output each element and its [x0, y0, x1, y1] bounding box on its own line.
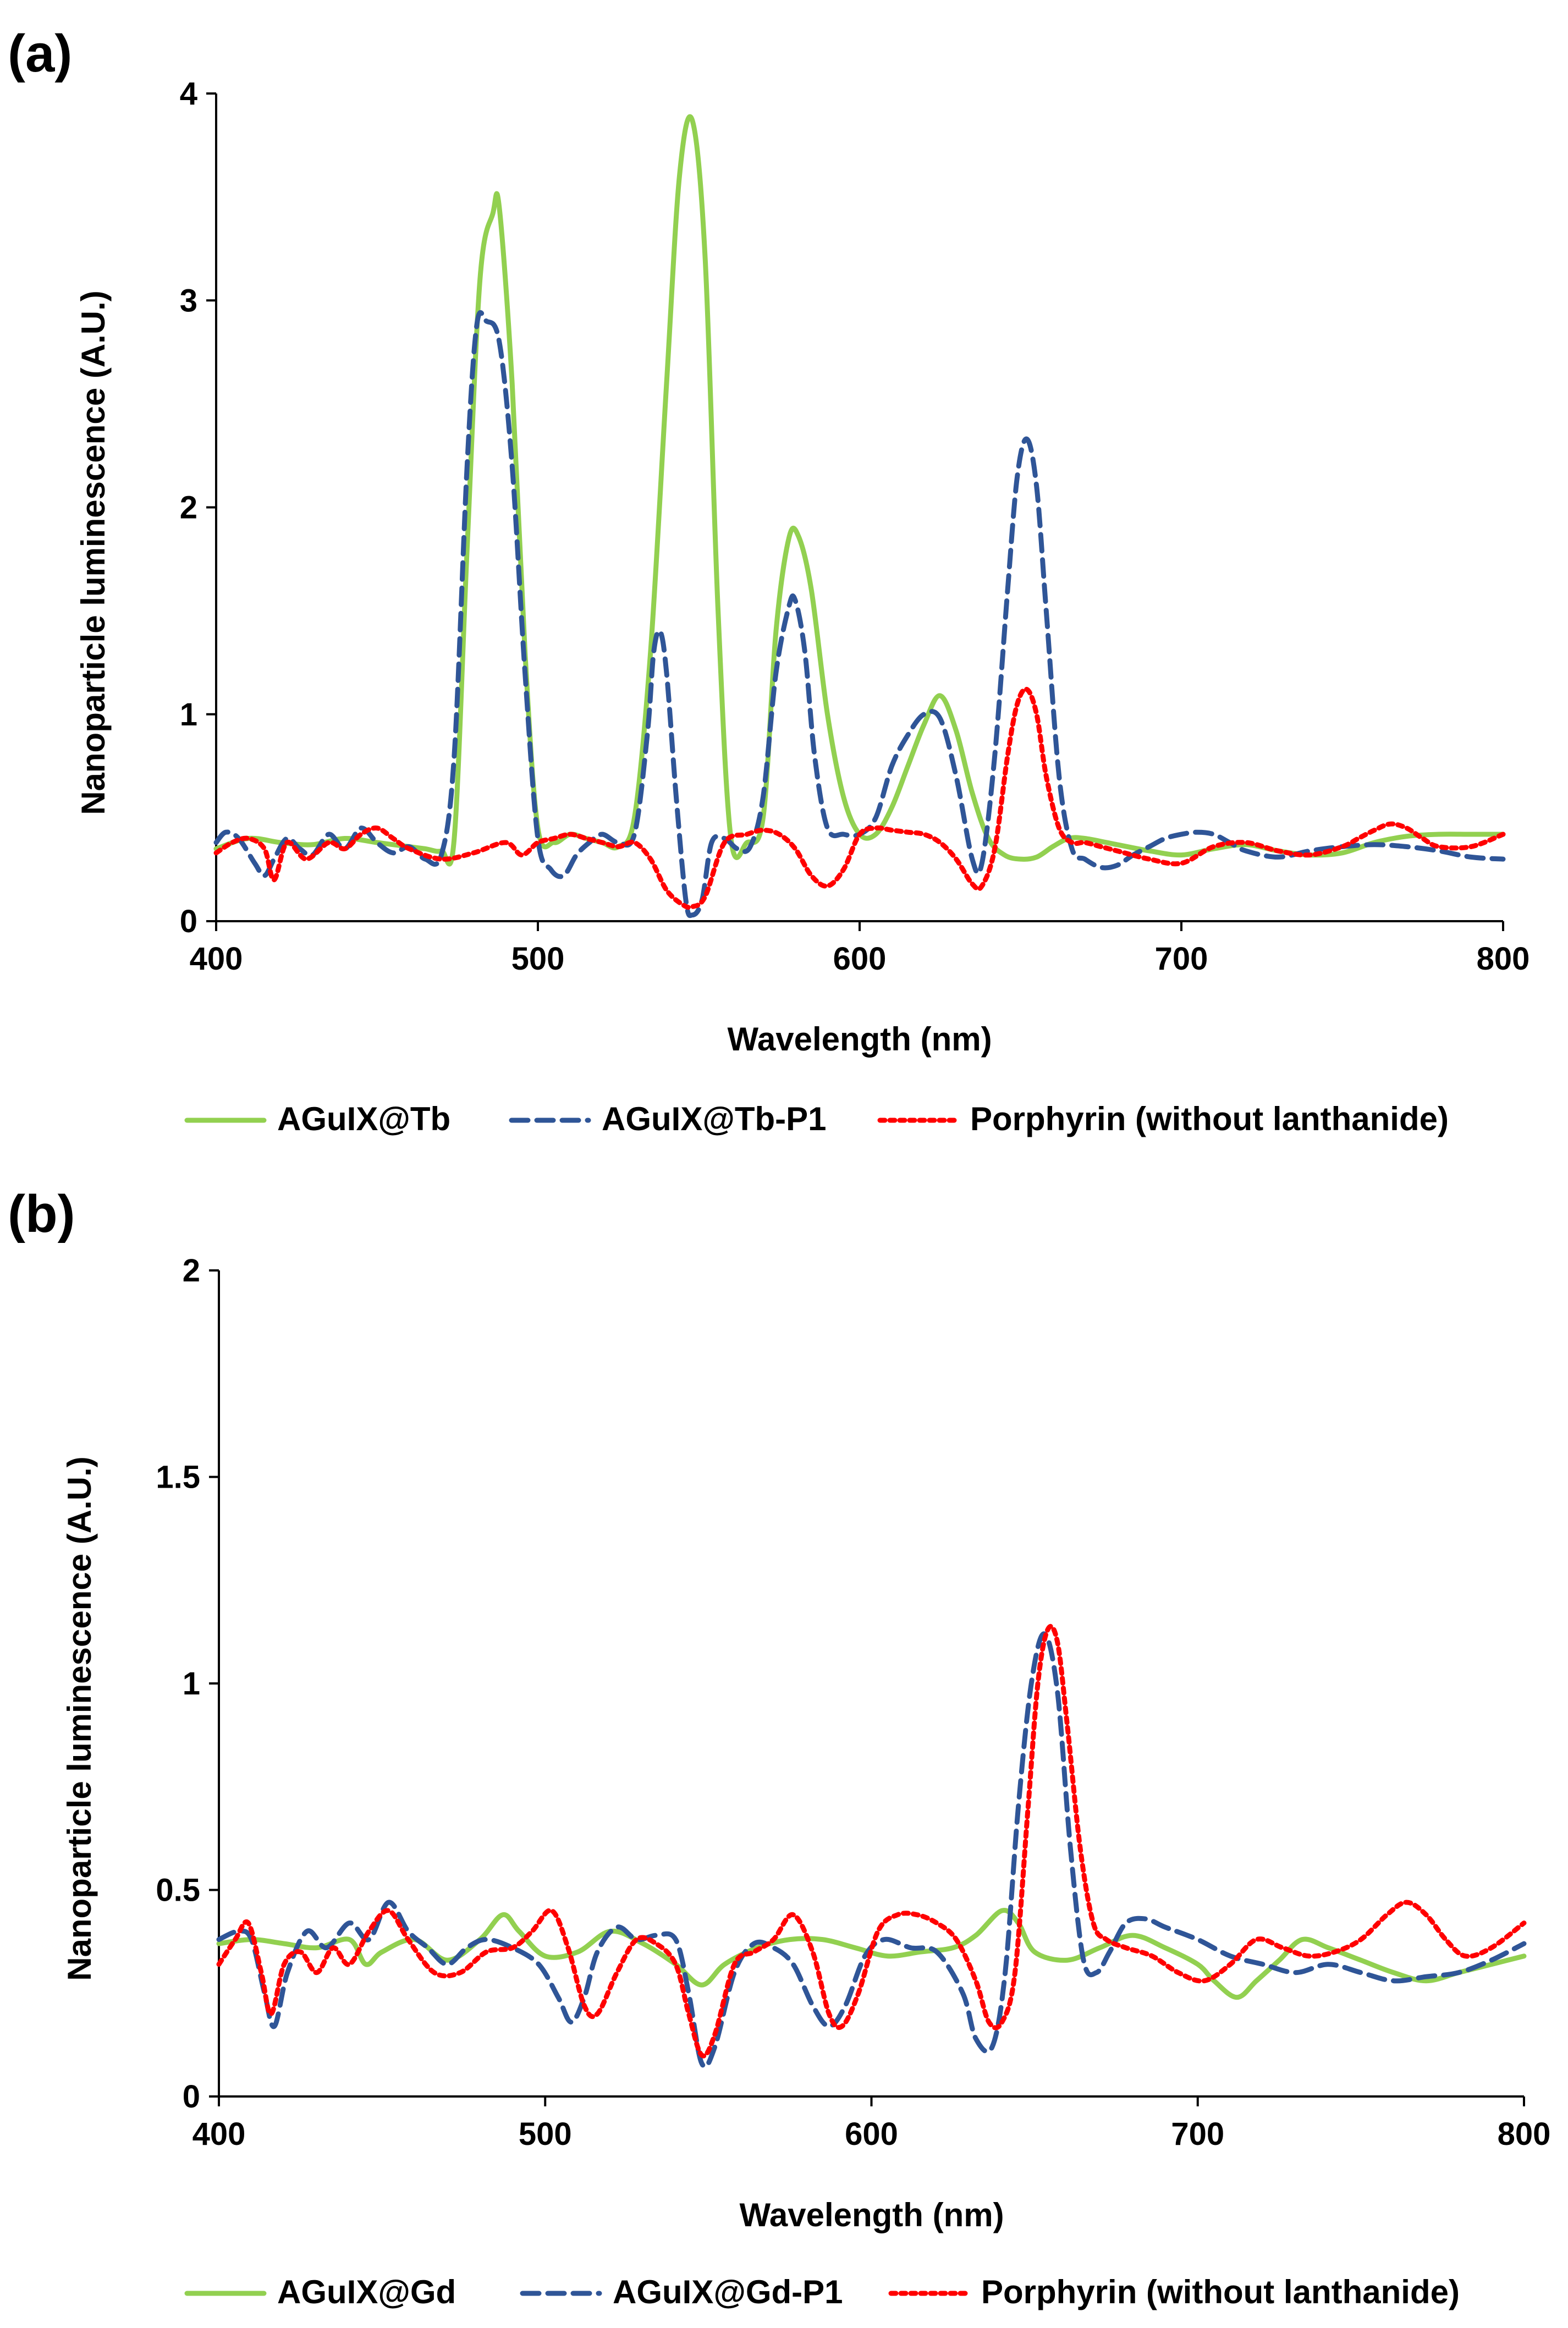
panel-b-series-line-3 [216, 1623, 1527, 2059]
panel-b-y-tick-label: 1.5 [156, 1460, 200, 1495]
panel-b-plot: 0 0.5 1 1.5 2 400 500 600 700 800 [156, 1253, 1550, 2152]
panel-a-x-tick-label: 800 [1477, 941, 1530, 977]
panel-a-x-tick-label: 700 [1155, 941, 1208, 977]
panel-a-label: (a) [8, 24, 72, 83]
panel-b-x-tick-label: 700 [1171, 2116, 1224, 2152]
panel-b-legend-label-2: AGuIX@Gd-P1 [613, 2274, 843, 2310]
panel-b-legend-label-1: AGuIX@Gd [277, 2274, 456, 2310]
panel-a-y-tick-label: 2 [180, 490, 197, 526]
panel-b-y-tick-label: 0 [183, 2079, 200, 2115]
panel-b-legend: AGuIX@Gd AGuIX@Gd-P1 Porphyrin (without la… [184, 2274, 1460, 2310]
panel-a: (a) Nanoparticle luminescence (A.U.) Wav… [8, 24, 1530, 1137]
panel-a-y-tick-label: 0 [180, 904, 197, 939]
panel-b-x-tick-label: 500 [519, 2116, 572, 2152]
panel-b-y-axis-title: Nanoparticle luminescence (A.U.) [61, 1456, 98, 1981]
panel-b-x-tick-label: 800 [1498, 2116, 1551, 2152]
panel-a-y-axis-title: Nanoparticle luminescence (A.U.) [75, 290, 112, 815]
panel-b-series-line-2 [216, 1631, 1527, 2070]
panel-b-label: (b) [8, 1185, 75, 1243]
panel-a-legend-label-2: AGuIX@Tb-P1 [602, 1100, 827, 1137]
panel-a-series-line-3 [213, 686, 1506, 910]
panel-a-x-tick-label: 500 [511, 941, 565, 977]
panel-a-series-line-1 [213, 114, 1506, 867]
panel-a-x-tick-label: 600 [833, 941, 887, 977]
panel-a-plot: 0 1 2 3 4 400 500 600 700 800 [180, 76, 1530, 977]
panel-a-y-tick-label: 3 [180, 283, 197, 318]
panel-b-x-tick-label: 600 [845, 2116, 898, 2152]
panel-b-y-tick-label: 2 [183, 1253, 200, 1289]
panel-b: (b) Nanoparticle luminescence (A.U.) Wav… [8, 1185, 1550, 2310]
panel-a-legend: AGuIX@Tb AGuIX@Tb-P1 Porphyrin (without la… [184, 1100, 1449, 1137]
panel-a-x-tick-label: 400 [190, 941, 243, 977]
panel-a-series-line-2 [213, 310, 1506, 918]
panel-b-x-tick-label: 400 [192, 2116, 246, 2152]
panel-a-legend-label-3: Porphyrin (without lanthanide) [970, 1100, 1449, 1137]
panel-b-legend-label-3: Porphyrin (without lanthanide) [981, 2274, 1460, 2310]
panel-a-y-tick-label: 1 [180, 697, 197, 733]
panel-a-legend-label-1: AGuIX@Tb [277, 1100, 450, 1137]
panel-b-x-axis-title: Wavelength (nm) [739, 2197, 1004, 2233]
panel-b-y-tick-label: 1 [183, 1666, 200, 1702]
panel-a-x-axis-title: Wavelength (nm) [727, 1021, 992, 1058]
panel-a-y-tick-label: 4 [180, 76, 197, 112]
panel-b-y-tick-label: 0.5 [156, 1873, 200, 1908]
